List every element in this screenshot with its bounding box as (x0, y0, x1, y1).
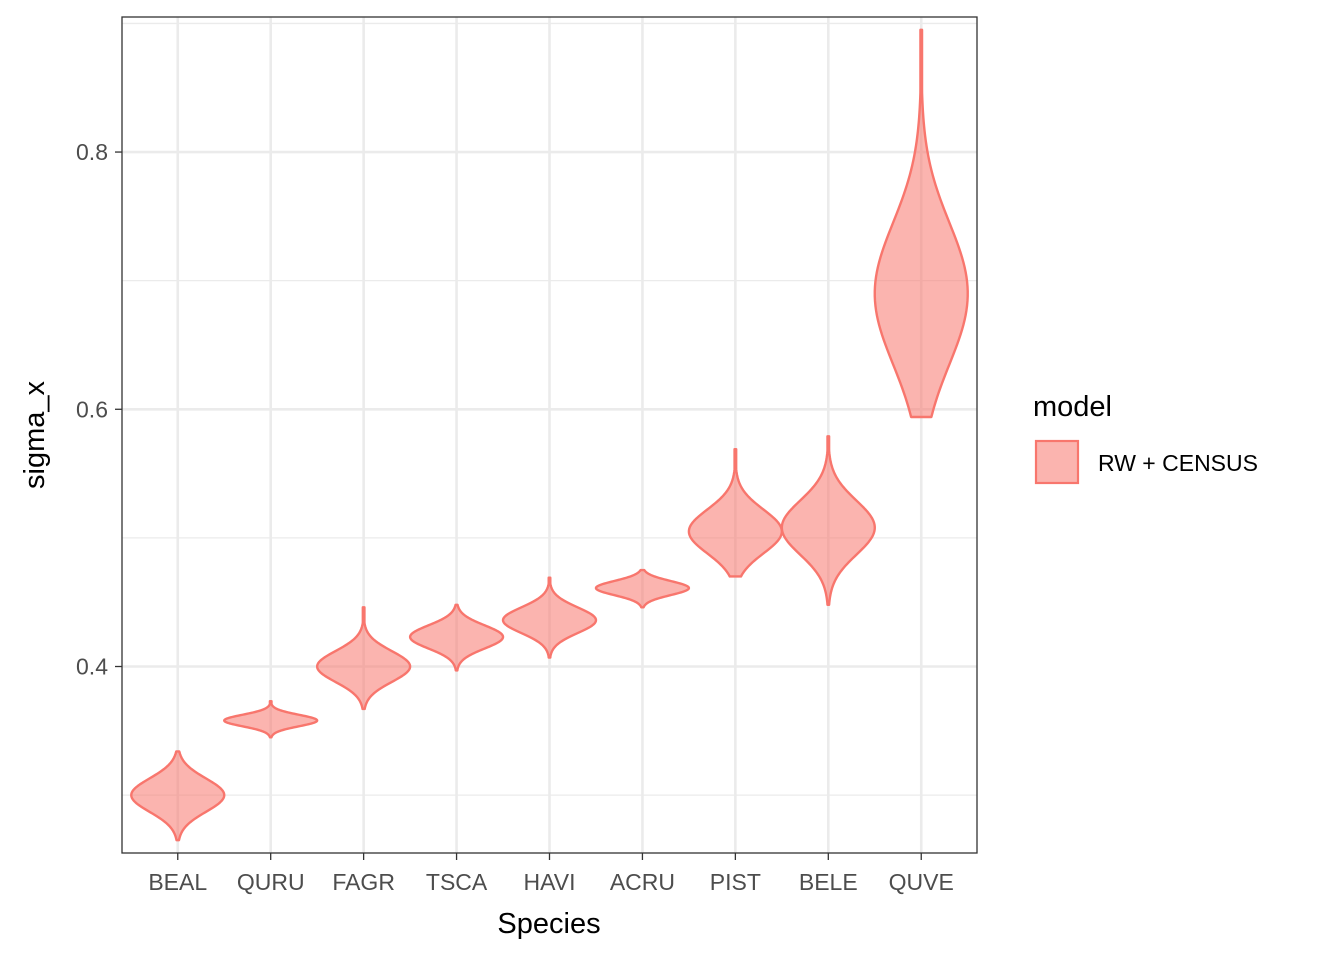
violin-quve (873, 28, 969, 419)
x-tick-label: QURU (237, 869, 305, 895)
violin-acru (594, 568, 691, 609)
x-tick-label: QUVE (889, 869, 954, 895)
violins (130, 28, 969, 842)
y-axis-title: sigma_x (19, 381, 51, 489)
violin-quru (223, 700, 319, 739)
y-tick-label: 0.8 (76, 139, 108, 165)
legend-label: RW + CENSUS (1098, 450, 1258, 476)
violin-fagr (315, 606, 412, 711)
y-axis: 0.4 0.6 0.8 (76, 139, 122, 680)
x-tick-label: TSCA (426, 869, 488, 895)
y-tick-label: 0.4 (76, 654, 108, 680)
x-axis: BEAL QURU FAGR TSCA HAVI ACRU PIST BELE QUVE (148, 853, 954, 895)
x-tick-label: FAGR (332, 869, 395, 895)
legend-title: model (1033, 391, 1112, 423)
x-tick-label: HAVI (524, 869, 576, 895)
legend-key-swatch (1034, 439, 1080, 485)
violin-beal (130, 750, 226, 842)
x-tick-label: BEAL (148, 869, 207, 895)
violin-tsca (408, 603, 505, 672)
y-tick-label: 0.6 (76, 396, 108, 422)
x-tick-label: BELE (799, 869, 858, 895)
x-tick-label: PIST (710, 869, 761, 895)
x-axis-title: Species (497, 908, 600, 940)
legend: model RW + CENSUS (1033, 391, 1258, 485)
violin-bele (780, 435, 876, 606)
x-tick-label: ACRU (610, 869, 675, 895)
violin-havi (501, 576, 598, 659)
